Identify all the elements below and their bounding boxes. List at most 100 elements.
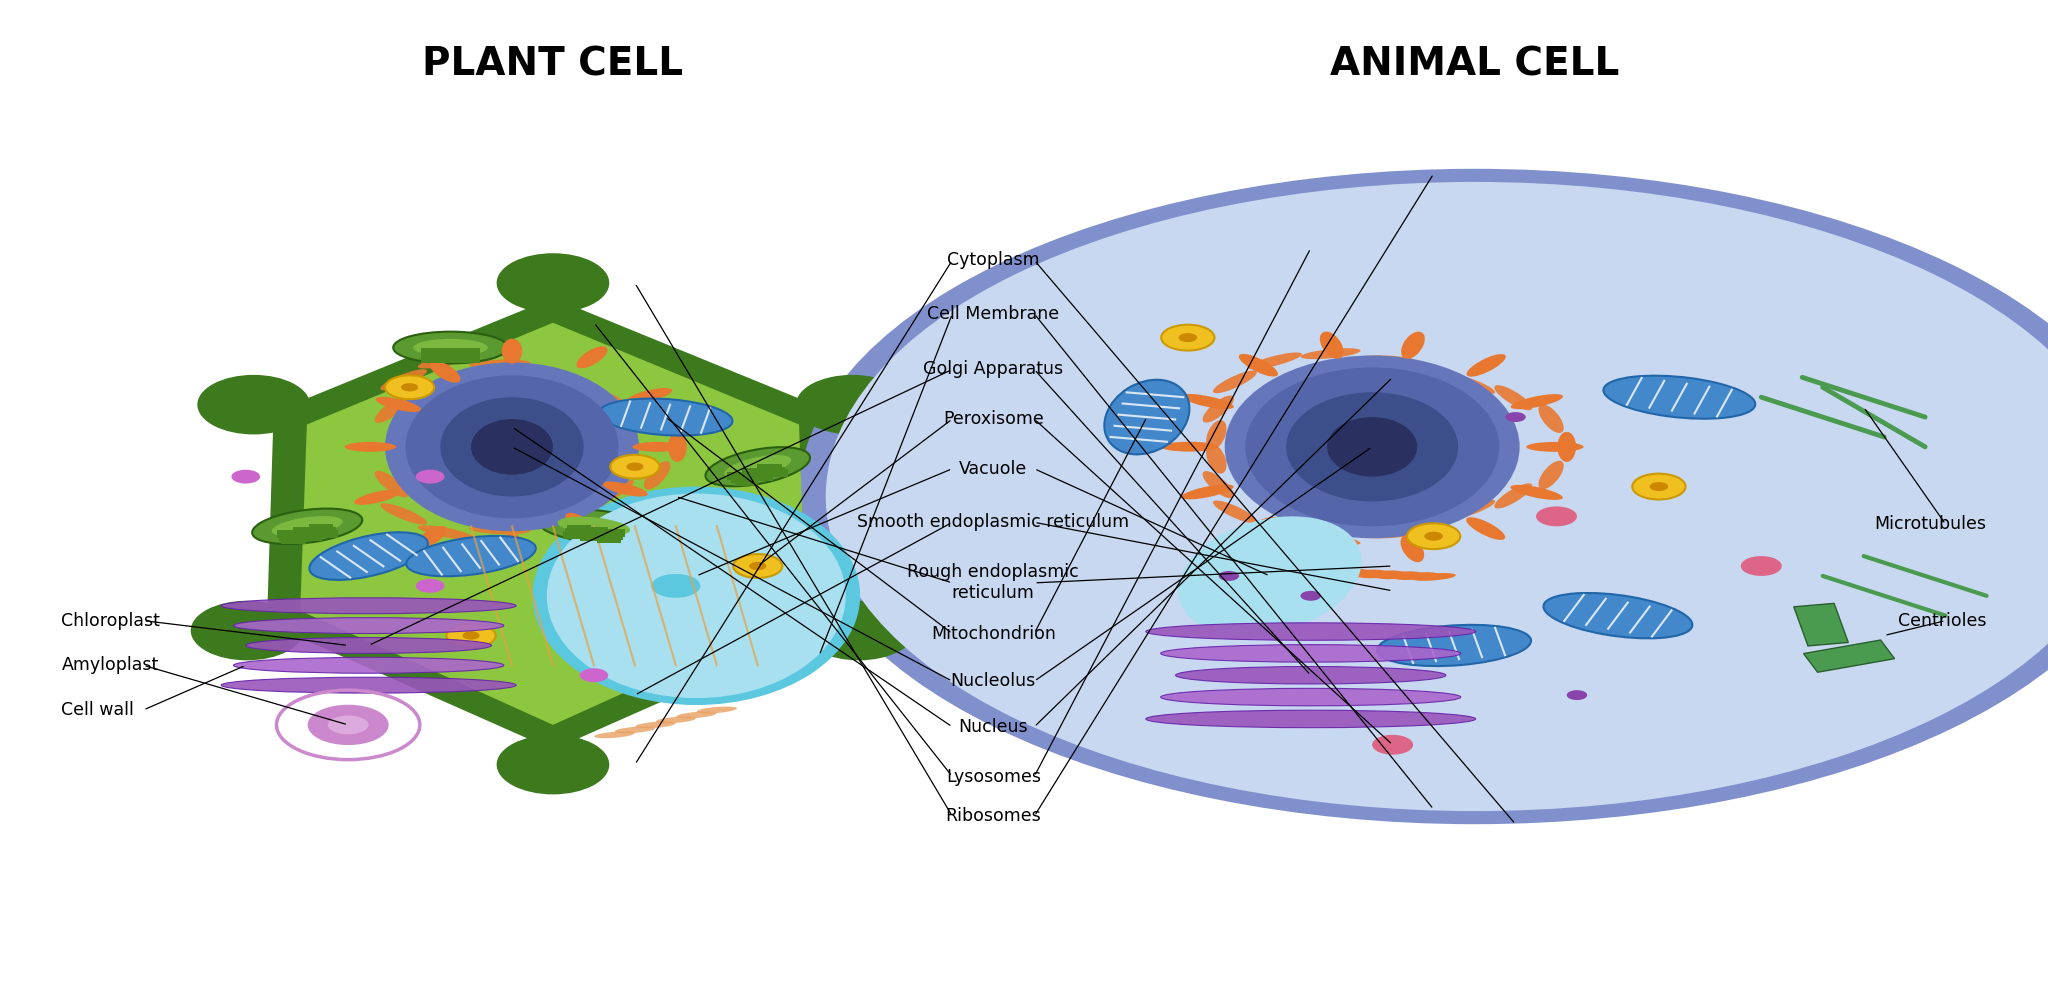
- Ellipse shape: [1446, 374, 1495, 394]
- Circle shape: [1567, 690, 1587, 700]
- Ellipse shape: [1327, 417, 1417, 477]
- Ellipse shape: [1247, 353, 1303, 369]
- Ellipse shape: [725, 455, 791, 479]
- Bar: [1794, 604, 1847, 645]
- Text: Amyloplast: Amyloplast: [61, 656, 158, 674]
- Ellipse shape: [387, 421, 408, 451]
- Ellipse shape: [233, 618, 504, 634]
- Circle shape: [1372, 735, 1413, 755]
- Ellipse shape: [1354, 355, 1415, 364]
- Ellipse shape: [614, 727, 655, 733]
- Bar: [279, 533, 303, 541]
- Polygon shape: [301, 323, 805, 725]
- Ellipse shape: [1511, 394, 1563, 409]
- Circle shape: [1300, 591, 1321, 601]
- Circle shape: [446, 624, 496, 647]
- Ellipse shape: [1286, 392, 1458, 501]
- Ellipse shape: [498, 253, 610, 313]
- Text: Chloroplast: Chloroplast: [61, 612, 160, 630]
- Text: ANIMAL CELL: ANIMAL CELL: [1329, 46, 1620, 83]
- Ellipse shape: [594, 732, 635, 738]
- Ellipse shape: [1354, 529, 1415, 538]
- Ellipse shape: [547, 494, 846, 698]
- Ellipse shape: [1145, 710, 1477, 728]
- Text: Microtubules: Microtubules: [1874, 515, 1987, 533]
- Ellipse shape: [549, 493, 600, 510]
- Ellipse shape: [539, 509, 649, 543]
- Ellipse shape: [1446, 499, 1495, 519]
- Bar: [760, 467, 784, 475]
- Ellipse shape: [418, 525, 475, 540]
- Circle shape: [651, 574, 700, 598]
- Circle shape: [733, 554, 782, 578]
- Text: Cytoplasm: Cytoplasm: [946, 251, 1040, 269]
- Ellipse shape: [1206, 444, 1227, 474]
- Ellipse shape: [502, 533, 522, 558]
- Circle shape: [1219, 571, 1239, 581]
- Circle shape: [401, 383, 418, 391]
- Ellipse shape: [1161, 442, 1219, 452]
- Ellipse shape: [416, 526, 446, 548]
- Ellipse shape: [381, 369, 428, 390]
- Circle shape: [463, 632, 479, 639]
- Circle shape: [326, 715, 371, 735]
- Ellipse shape: [469, 359, 530, 368]
- Bar: [764, 470, 788, 478]
- Ellipse shape: [1495, 484, 1532, 508]
- Ellipse shape: [1178, 516, 1362, 636]
- Bar: [438, 355, 463, 362]
- Ellipse shape: [1182, 485, 1233, 499]
- Ellipse shape: [246, 638, 492, 653]
- Ellipse shape: [641, 562, 692, 572]
- Ellipse shape: [1300, 534, 1360, 545]
- Bar: [438, 349, 463, 356]
- Ellipse shape: [594, 480, 633, 504]
- Ellipse shape: [594, 389, 633, 414]
- Bar: [750, 474, 774, 482]
- Ellipse shape: [655, 717, 696, 723]
- Ellipse shape: [1307, 568, 1350, 576]
- Ellipse shape: [471, 419, 553, 475]
- Ellipse shape: [375, 397, 422, 412]
- Ellipse shape: [643, 404, 670, 433]
- Ellipse shape: [1358, 570, 1403, 578]
- Ellipse shape: [1300, 349, 1360, 359]
- Ellipse shape: [1225, 355, 1520, 538]
- Bar: [455, 349, 479, 356]
- Bar: [584, 527, 608, 535]
- Circle shape: [1178, 333, 1198, 343]
- Text: Nucleus: Nucleus: [958, 718, 1028, 736]
- Ellipse shape: [803, 601, 915, 660]
- Ellipse shape: [1104, 379, 1190, 455]
- Bar: [422, 355, 446, 362]
- Circle shape: [1632, 474, 1686, 499]
- Text: Smooth endoplasmic reticulum: Smooth endoplasmic reticulum: [858, 513, 1128, 531]
- Circle shape: [1423, 531, 1444, 541]
- Bar: [565, 528, 590, 536]
- Ellipse shape: [1239, 354, 1278, 376]
- Ellipse shape: [1466, 355, 1505, 376]
- Bar: [731, 475, 756, 483]
- Bar: [281, 536, 305, 544]
- Ellipse shape: [1319, 332, 1343, 358]
- Ellipse shape: [1526, 442, 1583, 452]
- Ellipse shape: [1176, 666, 1446, 684]
- Bar: [422, 352, 446, 359]
- Ellipse shape: [705, 447, 811, 487]
- Circle shape: [309, 706, 387, 744]
- Circle shape: [385, 375, 434, 399]
- Bar: [745, 471, 770, 479]
- Ellipse shape: [1202, 471, 1235, 498]
- Ellipse shape: [1161, 644, 1460, 662]
- Ellipse shape: [1212, 500, 1257, 523]
- Ellipse shape: [1288, 567, 1333, 575]
- Text: Nucleolus: Nucleolus: [950, 672, 1036, 690]
- Ellipse shape: [643, 461, 670, 490]
- Bar: [1804, 640, 1894, 672]
- Text: Mitochondrion: Mitochondrion: [932, 625, 1055, 642]
- Bar: [733, 478, 758, 486]
- Bar: [455, 355, 479, 362]
- Ellipse shape: [512, 374, 571, 385]
- Circle shape: [799, 169, 2048, 824]
- Ellipse shape: [496, 735, 610, 794]
